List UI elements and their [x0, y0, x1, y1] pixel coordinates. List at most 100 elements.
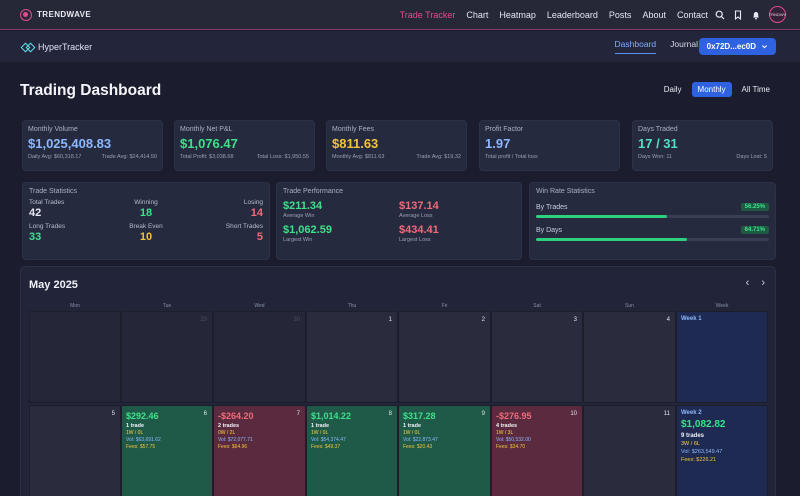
nav-link-about[interactable]: About	[642, 10, 666, 20]
bookmark-icon[interactable]	[733, 9, 743, 20]
calendar-day-cell[interactable]: 7 -$264.20 2 trades 0W / 2L Vol: $72,077…	[213, 405, 306, 496]
week-pnl: $1,082.82	[681, 419, 726, 430]
chevron-left-icon[interactable]: ‹	[745, 277, 750, 289]
kpi-sub-left: Days Won: 11	[638, 154, 673, 160]
search-icon[interactable]	[715, 10, 725, 20]
average-loss-value: $137.14	[399, 200, 439, 212]
losing-value: 14	[250, 207, 263, 219]
total-trades-value: 42	[29, 207, 42, 219]
day-number: 29	[200, 317, 207, 323]
dow-sun: Sun	[625, 303, 634, 309]
average-win-value: $211.34	[283, 200, 323, 212]
nav-link-heatmap[interactable]: Heatmap	[499, 10, 536, 20]
day-trades: 1 trade	[311, 423, 330, 429]
week-summary-cell[interactable]: Week 2 $1,082.82 9 trades 3W / 6L Vol: $…	[676, 405, 768, 496]
day-win-loss: 1W / 0L	[403, 430, 421, 436]
day-number: 30	[293, 317, 300, 323]
calendar-day-cell[interactable]: 3	[491, 311, 583, 403]
day-win-loss: 0W / 2L	[218, 430, 236, 436]
day-number: 3	[573, 317, 577, 323]
calendar-day-cell[interactable]	[29, 311, 121, 403]
calendar-month: May 2025	[29, 279, 78, 291]
kpi-value: $1,076.47	[180, 136, 238, 151]
day-volume: Vol: $63,691.62	[126, 437, 161, 443]
kpi-value: $1,025,408.83	[28, 136, 112, 151]
calendar-nav: ‹ ›	[746, 277, 765, 289]
tab-dashboard[interactable]: Dashboard	[614, 39, 657, 54]
kpi-label: Days Traded	[638, 126, 678, 133]
tab-journal[interactable]: Journal	[670, 39, 698, 49]
day-number: 6	[203, 411, 207, 417]
day-number: 8	[388, 411, 392, 417]
nav-link-chart[interactable]: Chart	[466, 10, 489, 20]
calendar-day-cell[interactable]: 2	[398, 311, 491, 403]
calendar-day-cell[interactable]: 10 -$276.95 4 trades 1W / 3L Vol: $50,53…	[491, 405, 583, 496]
nav-link-trade-tracker[interactable]: Trade Tracker	[399, 10, 456, 20]
hypertracker-brand[interactable]: HyperTracker	[22, 42, 92, 52]
dow-wed: Wed	[254, 303, 265, 309]
kpi-sub-right: Trade Avg: $19.32	[416, 154, 461, 160]
day-number: 4	[666, 317, 670, 323]
kpi-label: Monthly Volume	[28, 126, 78, 133]
calendar-day-cell[interactable]: 4	[583, 311, 676, 403]
week-win-loss: 3W / 6L	[681, 441, 700, 447]
dow-thu: Thu	[347, 303, 357, 309]
break-even-label: Break Even	[129, 223, 163, 230]
calendar-day-cell[interactable]: 30	[213, 311, 306, 403]
day-fees: Fees: $20.43	[403, 444, 433, 450]
kpi-value: $811.63	[332, 136, 379, 151]
kpi-profit-factor: Profit Factor 1.97 Total profit / Total …	[479, 120, 620, 171]
by-trades-badge: 56.25%	[740, 203, 769, 211]
day-pnl: -$264.20	[218, 411, 254, 421]
day-number: 7	[296, 411, 300, 417]
calendar-day-cell[interactable]: 11	[583, 405, 676, 496]
calendar-day-cell[interactable]: 8 $1,014.22 1 trade 1W / 0L Vol: $54,374…	[306, 405, 398, 496]
dow-fri: Fri	[441, 303, 448, 309]
day-pnl: $317.28	[403, 411, 436, 421]
day-fees: Fees: $34.70	[496, 444, 526, 450]
calendar-day-cell[interactable]: 9 $317.28 1 trade 1W / 0L Vol: $22,873.4…	[398, 405, 491, 496]
kpi-value: 17 / 31	[638, 136, 678, 151]
day-volume: Vol: $72,077.71	[218, 437, 253, 443]
calendar-day-cell[interactable]: 29	[121, 311, 213, 403]
period-monthly[interactable]: Monthly	[691, 82, 732, 97]
period-daily[interactable]: Daily	[663, 85, 682, 94]
wallet-button[interactable]: 0x72D...ec0D	[698, 38, 776, 55]
by-days-label: By Days	[536, 226, 563, 234]
sub-nav: HyperTracker Dashboard Journal 0x72D...e…	[0, 31, 800, 62]
chevron-right-icon[interactable]: ›	[761, 277, 765, 289]
winning-label: Winning	[134, 199, 158, 206]
day-pnl: $292.46	[126, 411, 159, 421]
kpi-days-traded: Days Traded 17 / 31 Days Won: 11 Days Los…	[632, 120, 773, 171]
day-number: 2	[481, 317, 485, 323]
day-trades: 1 trade	[126, 423, 145, 429]
nav-link-contact[interactable]: Contact	[676, 10, 708, 20]
avatar[interactable]: TRNDWV	[769, 6, 786, 23]
brand[interactable]: TRENDWAVE	[20, 8, 92, 21]
nav-link-leaderboard[interactable]: Leaderboard	[546, 10, 598, 20]
calendar-day-cell[interactable]: 5	[29, 405, 121, 496]
kpi-monthly-volume: Monthly Volume $1,025,408.83 Daily Avg: …	[22, 120, 163, 171]
brand-name: TRENDWAVE	[37, 10, 92, 19]
nav-link-posts[interactable]: Posts	[608, 10, 632, 20]
kpi-sub-left: Monthly Avg: $811.63	[332, 154, 385, 160]
day-volume: Vol: $50,532.00	[496, 437, 531, 443]
week-summary-cell[interactable]: Week 1	[676, 311, 768, 403]
page-title: Trading Dashboard	[20, 82, 162, 99]
period-all-time[interactable]: All Time	[741, 85, 770, 94]
kpi-label: Profit Factor	[485, 126, 524, 133]
kpi-sub-left: Total Profit: $3,038.68	[180, 154, 234, 160]
day-trades: 2 trades	[218, 423, 240, 429]
bell-icon[interactable]	[751, 10, 761, 20]
day-fees: Fees: $57.75	[126, 444, 156, 450]
calendar-day-cell[interactable]: 1	[306, 311, 398, 403]
day-fees: Fees: $64.96	[218, 444, 248, 450]
kpi-sub-left: Daily Avg: $60,318.17	[28, 154, 82, 160]
day-number: 1	[388, 317, 392, 323]
kpi-monthly-net-pnl: Monthly Net P&L $1,076.47 Total Profit: …	[174, 120, 315, 171]
average-win-label: Average Win	[283, 213, 315, 219]
calendar-day-cell[interactable]: 6 $292.46 1 trade 1W / 0L Vol: $63,691.6…	[121, 405, 213, 496]
day-trades: 4 trades	[496, 423, 518, 429]
dow-tue: Tue	[162, 303, 172, 309]
kpi-sub-right: Trade Avg: $24,414.50	[101, 154, 157, 160]
